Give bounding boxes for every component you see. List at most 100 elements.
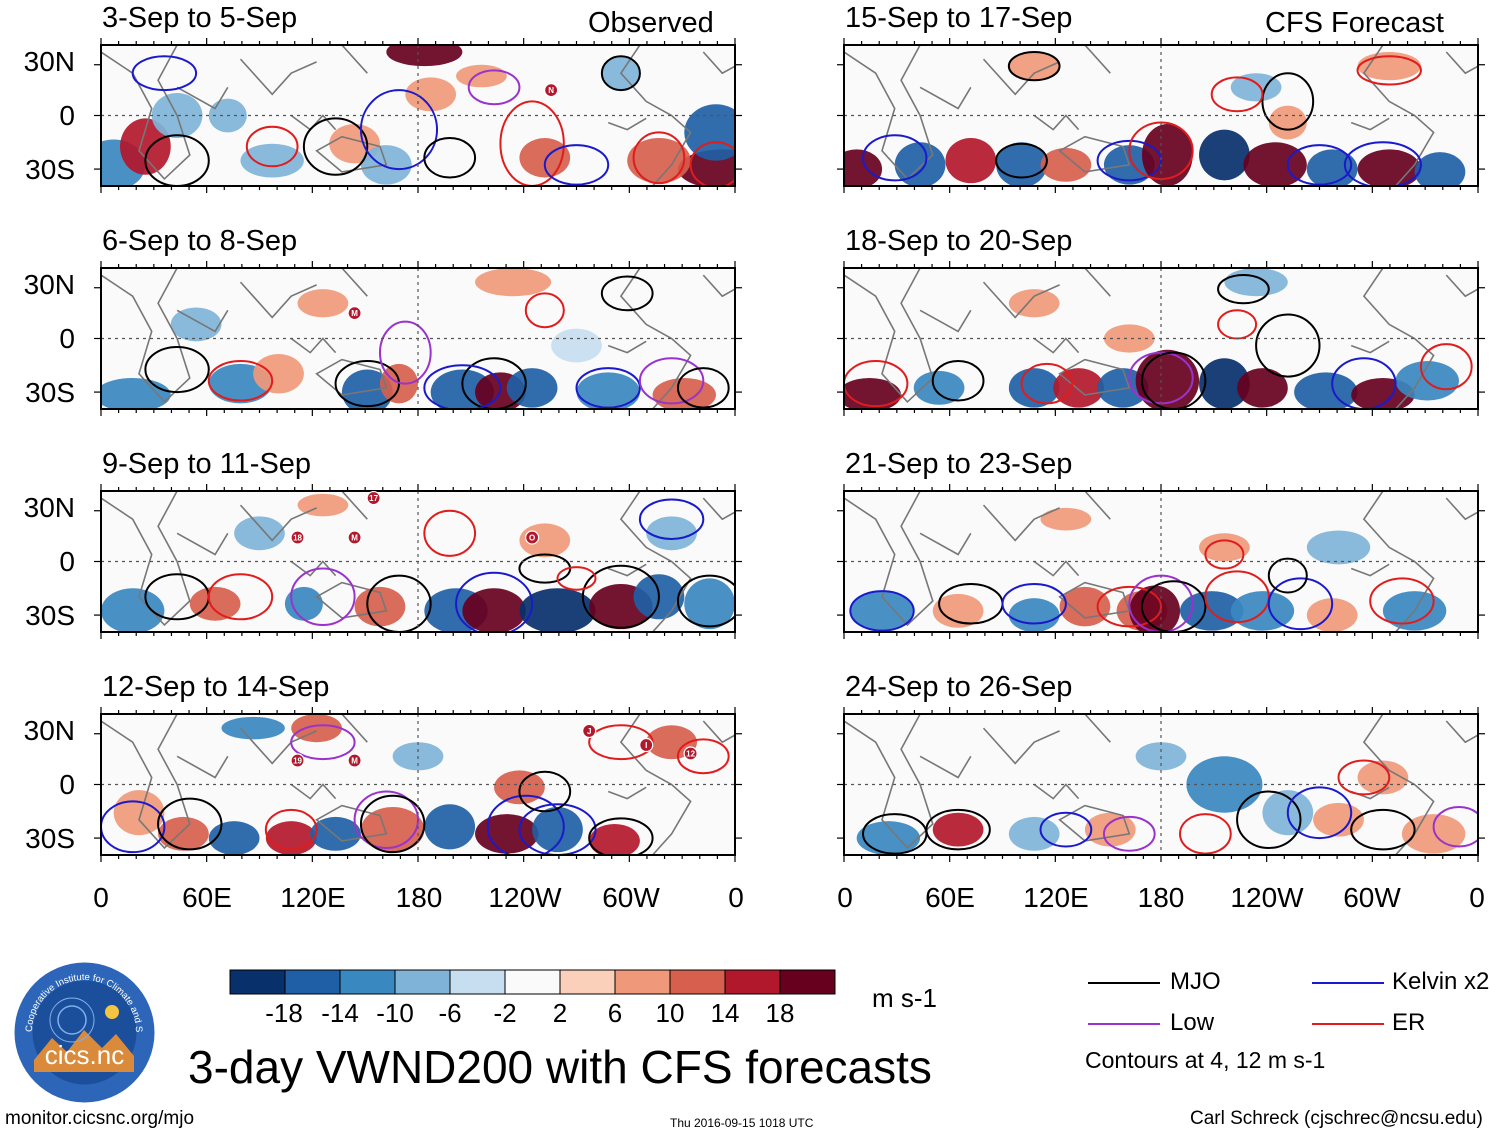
anomaly-patch: [221, 716, 285, 740]
coastline: [1033, 783, 1080, 800]
coastline: [290, 783, 337, 800]
anomaly-patch: [1008, 816, 1060, 851]
panel-title-forecast-2: 18-Sep to 20-Sep: [845, 225, 1073, 257]
coastline: [982, 281, 1060, 319]
contour-line: [556, 566, 597, 591]
coastline: [1084, 268, 1111, 297]
coastline: [844, 491, 934, 627]
contour-line: [995, 142, 1048, 179]
cics-logo-graphic: Cooperative Institute for Climate and Sa…: [9, 952, 155, 1103]
colorbar-swatch: [504, 969, 561, 995]
coastline: [239, 58, 317, 96]
cics-logo: Cooperative Institute for Climate and Sa…: [9, 952, 157, 1105]
storm-marker-label: J: [587, 727, 591, 736]
colorbar-swatch: [614, 969, 671, 995]
anomaly-patch: [1357, 760, 1409, 795]
lon-label: 0: [1469, 882, 1485, 913]
contour-line: [1007, 51, 1061, 82]
coastline: [1084, 491, 1111, 520]
anomaly-patch: [341, 369, 393, 409]
map-panel-4: [101, 714, 735, 855]
coastline: [607, 563, 647, 577]
colorbar-label: 10: [655, 998, 685, 1028]
colorbar-swatch: [449, 969, 506, 995]
coastline: [1058, 581, 1131, 619]
contour-line: [676, 574, 735, 628]
anomaly-patch: [253, 354, 304, 394]
lon-label: 0: [93, 882, 109, 913]
colorbar-label: -6: [438, 998, 462, 1028]
contour-line: [157, 797, 223, 851]
legend-note: Contours at 4, 12 m s-1: [1085, 1047, 1326, 1073]
anomaly-patch: [844, 149, 883, 186]
logo-text: cics.nc: [45, 1040, 124, 1070]
storm-marker-label: 17: [369, 494, 378, 503]
contour-line: [423, 137, 477, 179]
contour-line: [518, 770, 572, 813]
colorbar-label: -2: [493, 998, 517, 1028]
colorbar-unit: m s-1: [872, 983, 937, 1013]
anomaly-patch: [1040, 147, 1092, 182]
anomaly-patch: [519, 588, 596, 632]
anomaly-patch: [170, 307, 222, 342]
anomaly-patch: [1199, 129, 1250, 181]
storm-marker-icon: [290, 530, 305, 545]
coastline: [1362, 491, 1435, 632]
anomaly-patch: [576, 372, 640, 409]
contour-line: [245, 125, 299, 168]
colorbar-label: -14: [321, 998, 359, 1028]
lon-label: 180: [395, 882, 443, 913]
anomaly-patch: [850, 591, 914, 631]
anomaly-patch: [913, 370, 965, 405]
coastline: [1033, 114, 1080, 131]
contour-line: [862, 134, 928, 182]
contour-line: [359, 89, 439, 171]
storm-marker-icon: [347, 530, 362, 545]
coastline: [315, 581, 388, 619]
colorbar-swatch: [724, 969, 781, 995]
contour-line: [264, 808, 318, 851]
footer-url[interactable]: monitor.cicsnc.org/mjo: [5, 1108, 195, 1129]
storm-marker-label: 12: [686, 749, 695, 758]
coastline: [982, 727, 1060, 765]
coastline: [1084, 45, 1111, 74]
anomaly-patch: [684, 578, 735, 630]
anomaly-patch: [652, 377, 716, 409]
anomaly-patch: [1306, 530, 1371, 565]
anomaly-patch: [1141, 123, 1193, 186]
contour-line: [1261, 72, 1315, 131]
coastline: [1445, 274, 1478, 298]
coastline: [1350, 563, 1390, 577]
storm-marker-label: M: [351, 309, 358, 318]
colorbar-label: 6: [607, 998, 623, 1028]
lat-label-eq: 0: [59, 769, 75, 800]
anomaly-patch: [932, 812, 984, 847]
lat-label-30n: 30N: [23, 46, 75, 77]
colorbar-swatch: [779, 969, 836, 995]
map-panel-8: [844, 714, 1478, 855]
anomaly-patch: [1129, 585, 1181, 632]
lon-label: 120W: [488, 882, 562, 913]
contour-line: [1369, 577, 1435, 625]
anomaly-patch: [1008, 598, 1060, 632]
contour-line: [676, 738, 730, 775]
coastline: [919, 532, 972, 556]
contour-line: [131, 55, 198, 92]
map-panel-6: [844, 268, 1478, 409]
storm-marker-icon: [683, 746, 698, 761]
anomaly-patch: [120, 118, 171, 175]
map-panel-3: [101, 491, 735, 632]
anomaly-patch: [462, 588, 526, 632]
anomaly-patch: [945, 138, 997, 184]
panel-title-observed-2: 6-Sep to 8-Sep: [102, 225, 298, 257]
coastline: [101, 268, 191, 404]
contour-line: [575, 367, 641, 409]
panel-title-forecast-3: 21-Sep to 23-Sep: [845, 448, 1073, 480]
observed-label: Observed: [588, 7, 714, 39]
footer-credit: Carl Schreck (cjschrec@ncsu.edu): [1190, 1108, 1483, 1129]
lat-label-30n: 30N: [23, 492, 75, 523]
anomaly-patch: [1084, 812, 1136, 847]
contour-line: [1236, 790, 1302, 849]
contour-line: [207, 573, 274, 621]
map-panel-5: [844, 45, 1478, 186]
